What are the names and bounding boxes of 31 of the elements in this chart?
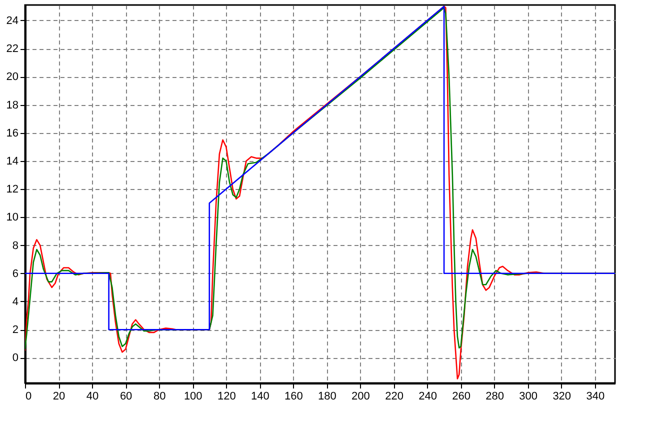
y-tick-label: 22 (6, 43, 18, 56)
y-tick-label: 14 (6, 155, 18, 168)
y-tick-label: 0 (12, 352, 18, 364)
x-tick-label: 280 (486, 390, 504, 402)
y-tick-label: 2 (12, 324, 18, 336)
y-tick-label: 24 (6, 14, 18, 27)
x-tick-label: 120 (217, 390, 236, 402)
x-tick-label: 20 (52, 390, 66, 402)
x-tick-label: 260 (452, 390, 470, 402)
x-tick-label: 200 (352, 390, 370, 402)
x-tick-label: 140 (250, 390, 270, 402)
x-tick-label: 340 (586, 390, 605, 402)
y-tick-label: 10 (6, 212, 18, 224)
x-tick-label: 80 (153, 390, 166, 402)
x-tick-label: 300 (519, 390, 538, 402)
y-tick-label: 6 (12, 268, 18, 280)
y-tick-label: 4 (12, 296, 18, 308)
x-tick-label: 220 (385, 390, 404, 402)
x-tick-label: 0 (26, 390, 32, 402)
x-tick-label: 100 (184, 390, 202, 402)
y-tick-label: 16 (6, 127, 18, 140)
y-tick-label: 18 (6, 99, 18, 112)
x-tick-label: 240 (418, 390, 437, 402)
x-tick-label: 180 (318, 390, 336, 402)
x-tick-label: 40 (86, 390, 99, 402)
y-tick-label: 12 (6, 184, 18, 196)
y-tick-label: 20 (6, 71, 18, 84)
x-tick-label: 320 (552, 390, 572, 402)
y-tick-label: 8 (12, 240, 18, 252)
x-tick-label: 60 (120, 390, 132, 402)
x-tick-label: 160 (284, 390, 303, 402)
